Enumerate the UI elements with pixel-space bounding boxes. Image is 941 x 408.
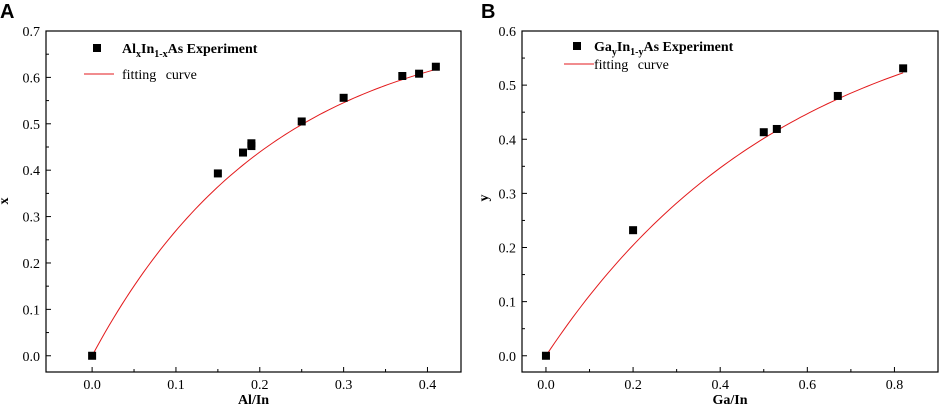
x-tick-label: 0.4 xyxy=(711,378,729,393)
data-point xyxy=(629,226,638,235)
x-tick-label: 0.0 xyxy=(83,378,101,393)
data-point xyxy=(415,69,424,78)
x-tick-label: 0.6 xyxy=(799,378,817,393)
x-axis-title: Al/In xyxy=(238,393,269,408)
y-tick-label: 0.1 xyxy=(499,296,517,311)
data-point xyxy=(541,351,550,360)
legend-label-fit: fitting curve xyxy=(122,68,197,83)
legend-label-fit: fitting curve xyxy=(594,58,669,73)
data-point xyxy=(339,93,348,102)
y-tick-label: 0.4 xyxy=(23,164,41,179)
data-point xyxy=(213,169,222,178)
data-point xyxy=(239,148,248,157)
fitting-curve xyxy=(545,72,904,357)
y-tick-label: 0.4 xyxy=(499,133,517,148)
y-tick-label: 0.0 xyxy=(23,350,41,365)
legend-box xyxy=(80,34,298,96)
fitting-curve xyxy=(91,68,436,356)
y-tick-label: 0.6 xyxy=(23,71,41,86)
y-axis-title: y xyxy=(477,195,492,202)
data-point xyxy=(247,139,256,148)
y-tick-label: 0.2 xyxy=(23,257,41,272)
plot-frame xyxy=(521,30,939,373)
y-tick-label: 0.5 xyxy=(499,79,517,94)
x-tick-label: 0.4 xyxy=(419,378,437,393)
plot-frame xyxy=(45,30,462,373)
y-tick-label: 0.3 xyxy=(499,187,517,202)
data-point xyxy=(899,64,908,73)
data-point xyxy=(88,351,97,360)
legend-label-experiment: GayIn1-yAs Experiment xyxy=(594,40,734,58)
legend-marker-square xyxy=(93,44,101,52)
x-tick-label: 0.8 xyxy=(886,378,904,393)
legend-marker-square xyxy=(573,42,581,50)
data-point xyxy=(833,91,842,100)
panel-a-label: A xyxy=(0,1,14,23)
x-tick-label: 0.2 xyxy=(251,378,269,393)
data-point xyxy=(772,124,781,133)
panel-a: A 0.0 0.1 0.2 0.3 0.4 0.0 0.1 0.2 0.3 0.4 0.5 0.6 0.… xyxy=(0,1,462,408)
x-tick-label: 0.1 xyxy=(167,378,185,393)
y-tick-label: 0.5 xyxy=(23,118,41,133)
y-tick-label: 0.2 xyxy=(499,242,517,257)
legend: AlxIn1-xAs Experiment fitting curve xyxy=(80,34,298,96)
y-tick-label: 0.0 xyxy=(499,350,517,365)
panel-b: B 0.0 0.2 0.4 0.6 0.8 0.0 0.1 0.2 0.3 0.4 0.5 0.6 Ga… xyxy=(477,1,939,408)
data-point xyxy=(759,128,768,137)
data-point xyxy=(431,62,440,71)
x-tick-label: 0.2 xyxy=(624,378,642,393)
y-tick-label: 0.1 xyxy=(23,303,41,318)
y-tick-label: 0.6 xyxy=(499,25,517,40)
legend-box xyxy=(560,32,750,78)
y-tick-label: 0.3 xyxy=(23,211,41,226)
y-tick-label: 0.7 xyxy=(23,25,41,40)
y-axis-title: x xyxy=(0,198,12,205)
x-tick-label: 0.0 xyxy=(537,378,555,393)
data-point xyxy=(398,72,407,81)
data-point xyxy=(297,117,306,126)
panel-b-label: B xyxy=(481,1,495,23)
legend-label-experiment: AlxIn1-xAs Experiment xyxy=(122,42,258,60)
x-tick-label: 0.3 xyxy=(335,378,353,393)
x-axis-title: Ga/In xyxy=(712,393,747,408)
